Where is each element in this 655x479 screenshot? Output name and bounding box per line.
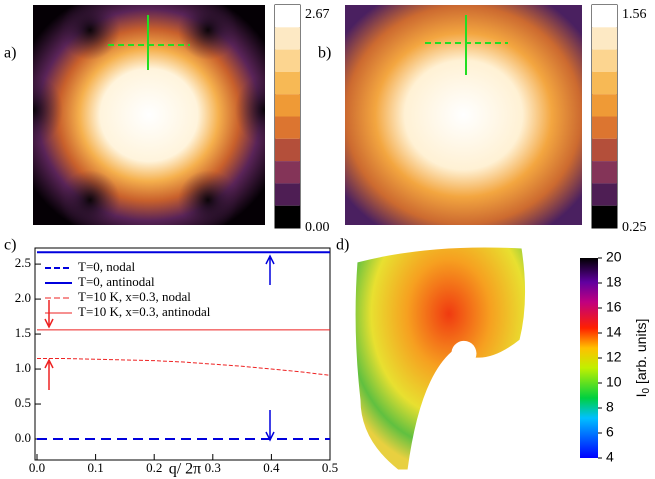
colorbar-segment [592,71,617,95]
legend-label: T=10 K, x=0.3, nodal [78,289,191,304]
colorbar-tick-label: 18 [606,274,622,290]
panel-label: a) [4,45,16,62]
legend-label: T=10 K, x=0.3, antinodal [78,304,211,319]
heatmap-a-dark [33,5,265,225]
colorbar-tick-label: 8 [606,399,614,415]
y-tick-label: 1.0 [15,360,31,375]
heatmap-b [345,5,582,225]
colorbar-tick-label: 10 [606,374,622,390]
map-d [354,246,527,471]
x-tick-label: 0.1 [87,460,103,475]
colorbar-segment [592,116,617,139]
colorbar-label-part: I [633,393,649,397]
colorbar-tick-label: 12 [606,349,622,365]
colorbar-tick-label: 4 [606,449,614,465]
panel-label: d) [336,237,349,254]
y-tick-label: 0.0 [15,430,31,445]
colorbar-segment [275,183,300,206]
colorbar-segment [275,49,300,72]
colorbar-tick-label: 2.67 [305,7,330,22]
colorbar-segment [592,205,617,228]
x-tick-label: 0.2 [146,460,162,475]
colorbar-segment [275,27,300,50]
y-tick-label: 2.5 [15,255,31,270]
colorbar-segment [275,161,300,184]
x-tick-label: 0.4 [263,460,280,475]
y-tick-label: 2.0 [15,290,31,305]
colorbar-tick-label: 0.25 [622,220,647,235]
y-tick-label: 0.5 [15,395,31,410]
x-tick-label: 0.0 [29,460,45,475]
colorbar-segment [275,205,300,228]
colorbar-segment [592,49,617,72]
series-line [37,358,331,376]
colorbar-tick-label: 16 [606,299,622,315]
colorbar-segment [275,71,300,95]
x-axis-label: q/ 2π [169,461,202,478]
x-tick-label: 0.3 [205,460,221,475]
colorbar-segment [592,94,617,117]
legend-label: T=0, nodal [78,259,136,274]
colorbar-segment [592,161,617,184]
colorbar-segment [275,94,300,117]
colorbar-tick-label: 6 [606,424,614,440]
y-tick-label: 1.5 [15,325,31,340]
panel-label: b) [318,45,331,62]
colorbar-label-part: [arb. units] [633,319,649,388]
colorbar-label: I0 [arb. units] [633,319,652,398]
colorbar-segment [275,138,300,162]
colorbar-segment [275,5,300,28]
colorbar-segment [275,116,300,139]
colorbar-d [580,258,598,458]
colorbar-tick-label: 20 [606,249,622,265]
colorbar-segment [592,27,617,50]
plot-frame [34,247,331,461]
panel-label: c) [4,237,16,254]
colorbar-segment [592,138,617,162]
legend-label: T=0, antinodal [78,274,155,289]
colorbar-tick-label: 14 [606,324,622,340]
colorbar-tick-label: 1.56 [622,7,647,22]
colorbar-tick-label: 0.00 [305,220,330,235]
colorbar-segment [592,5,617,28]
x-tick-label: 0.5 [322,460,338,475]
colorbar-segment [592,183,617,206]
colorbar-label-part: 0 [641,387,652,393]
